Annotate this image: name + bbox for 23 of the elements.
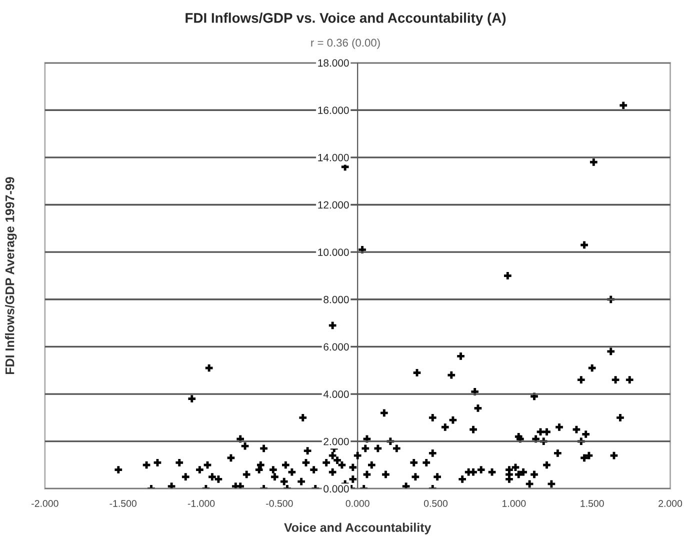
y-tick-label: 8.000 xyxy=(324,296,349,304)
x-tick-label: -0.500 xyxy=(266,500,293,507)
x-tick-label: 1.500 xyxy=(580,500,604,507)
y-tick-label: 4.000 xyxy=(323,390,349,398)
y-tick-label: 6.000 xyxy=(324,343,349,351)
y-tick-label: 2.000 xyxy=(324,438,349,446)
chart-subtitle: r = 0.36 (0.00) xyxy=(311,38,380,49)
y-tick-label: 18.000 xyxy=(318,59,349,67)
x-tick-label: 0.500 xyxy=(424,500,448,507)
x-tick-label: 0.000 xyxy=(346,500,370,507)
y-tick-label: 16.000 xyxy=(318,106,349,114)
x-tick-label: 2.000 xyxy=(658,500,682,507)
y-tick-label: 10.000 xyxy=(318,248,349,256)
x-tick-label: 1.000 xyxy=(502,500,526,507)
chart-title: FDI Inflows/GDP vs. Voice and Accountability (A) xyxy=(186,12,506,26)
y-tick-label: 0.000 xyxy=(324,485,349,493)
y-axis-title: FDI Inflows/GDP Average 1997-99 xyxy=(5,177,17,374)
x-tick-label: -1.500 xyxy=(110,500,136,507)
y-tick-label: 14.000 xyxy=(318,154,349,162)
x-tick-label: -2.000 xyxy=(32,500,58,507)
y-tick-label: 12.000 xyxy=(318,201,349,209)
x-axis-title: Voice and Accountability xyxy=(284,522,432,534)
x-tick-label: -1.000 xyxy=(188,500,215,507)
